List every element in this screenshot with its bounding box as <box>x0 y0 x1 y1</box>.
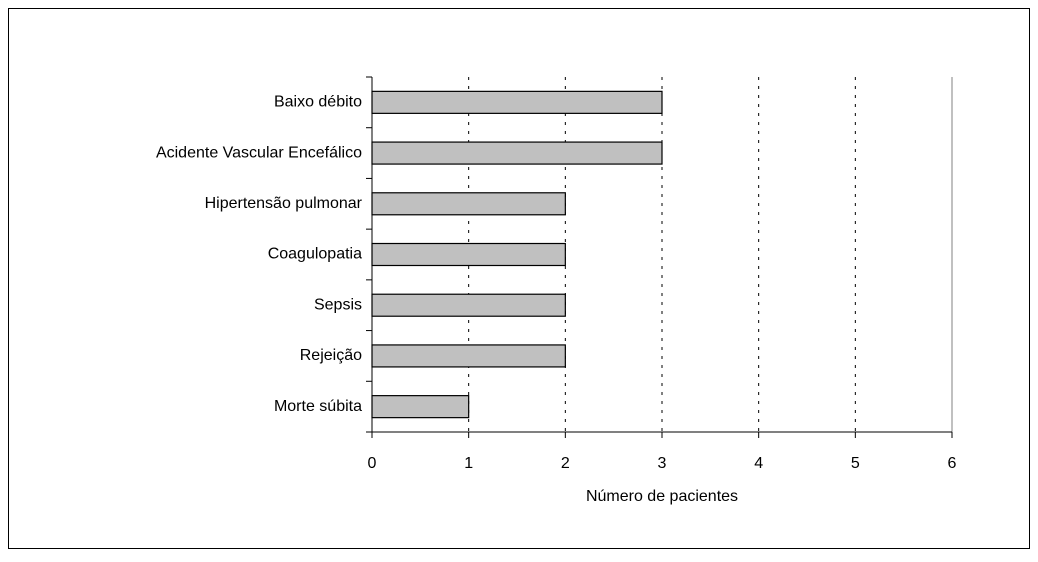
bar <box>371 90 663 114</box>
x-tick-label: 2 <box>561 455 570 472</box>
y-tick-label: Sepsis <box>314 296 362 313</box>
bar <box>371 395 470 419</box>
y-tick-label: Rejeição <box>300 347 362 364</box>
bar <box>371 344 566 368</box>
x-tick-label: 4 <box>754 455 763 472</box>
x-tick-label: 1 <box>464 455 473 472</box>
x-tick-label: 3 <box>658 455 667 472</box>
x-tick-label: 5 <box>851 455 860 472</box>
bar <box>371 141 663 165</box>
chart-frame <box>8 8 1030 549</box>
bar <box>371 293 566 317</box>
y-tick-label: Hipertensão pulmonar <box>205 195 363 212</box>
y-tick-label: Morte súbita <box>274 398 362 415</box>
x-tick-label: 0 <box>368 455 377 472</box>
bar <box>371 242 566 267</box>
y-tick-label: Coagulopatia <box>268 246 362 263</box>
x-tick-label: 6 <box>948 455 957 472</box>
x-axis-label: Número de pacientes <box>586 488 738 505</box>
y-tick-label: Baixo débito <box>274 94 362 111</box>
y-tick-label: Acidente Vascular Encefálico <box>156 144 362 161</box>
bar <box>371 192 566 216</box>
